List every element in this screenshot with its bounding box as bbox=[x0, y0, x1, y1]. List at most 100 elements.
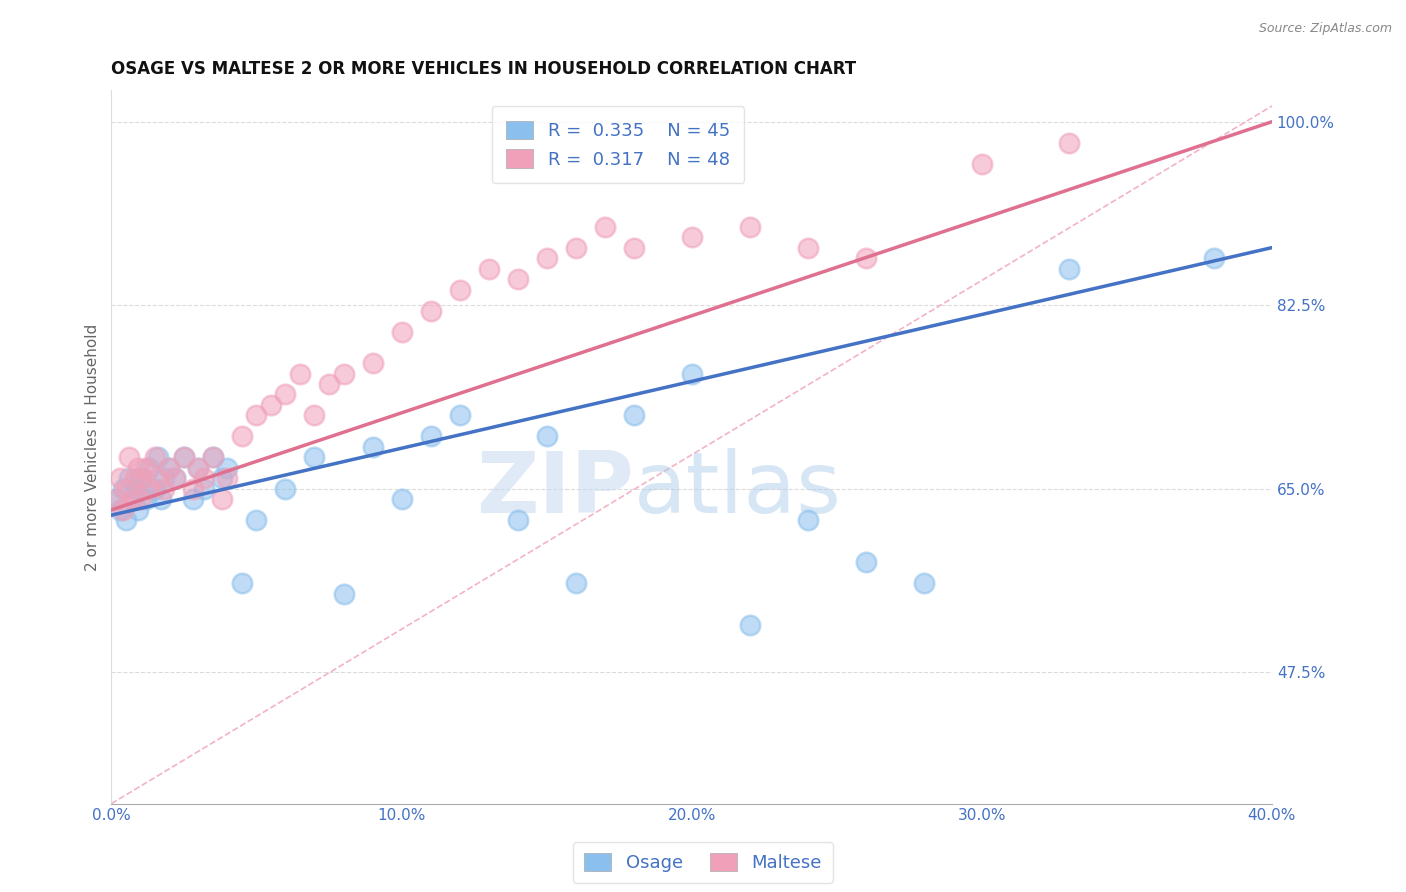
Point bbox=[173, 450, 195, 465]
Point bbox=[332, 367, 354, 381]
Point bbox=[796, 241, 818, 255]
Point bbox=[391, 492, 413, 507]
Point bbox=[152, 482, 174, 496]
Point bbox=[419, 303, 441, 318]
Point bbox=[1057, 136, 1080, 150]
Point bbox=[129, 492, 152, 507]
Point bbox=[146, 471, 169, 485]
Point bbox=[149, 492, 172, 507]
Point bbox=[135, 461, 157, 475]
Point bbox=[201, 450, 224, 465]
Point bbox=[274, 482, 297, 496]
Point bbox=[132, 482, 155, 496]
Point bbox=[449, 409, 471, 423]
Point bbox=[118, 450, 141, 465]
Point bbox=[623, 241, 645, 255]
Point bbox=[165, 471, 187, 485]
Point bbox=[115, 482, 138, 496]
Point bbox=[165, 471, 187, 485]
Point bbox=[419, 429, 441, 443]
Point bbox=[855, 555, 877, 569]
Point bbox=[231, 429, 253, 443]
Point bbox=[738, 219, 761, 234]
Point bbox=[138, 461, 160, 475]
Point bbox=[129, 471, 152, 485]
Point bbox=[796, 513, 818, 527]
Point bbox=[593, 219, 616, 234]
Point bbox=[536, 251, 558, 265]
Point bbox=[506, 272, 529, 286]
Point bbox=[124, 482, 146, 496]
Point bbox=[536, 429, 558, 443]
Point bbox=[132, 471, 155, 485]
Point bbox=[449, 283, 471, 297]
Point bbox=[105, 492, 128, 507]
Text: ZIP: ZIP bbox=[475, 449, 634, 532]
Point bbox=[127, 503, 149, 517]
Point bbox=[304, 409, 326, 423]
Point bbox=[217, 471, 239, 485]
Point bbox=[211, 471, 233, 485]
Point bbox=[187, 461, 209, 475]
Point bbox=[506, 513, 529, 527]
Text: Source: ZipAtlas.com: Source: ZipAtlas.com bbox=[1258, 22, 1392, 36]
Point bbox=[143, 450, 166, 465]
Point bbox=[361, 440, 384, 454]
Point bbox=[121, 492, 143, 507]
Point bbox=[304, 450, 326, 465]
Point bbox=[211, 492, 233, 507]
Point bbox=[231, 576, 253, 591]
Point bbox=[111, 482, 134, 496]
Point bbox=[111, 503, 134, 517]
Point bbox=[361, 356, 384, 370]
Point bbox=[127, 461, 149, 475]
Point bbox=[135, 492, 157, 507]
Point bbox=[623, 409, 645, 423]
Text: OSAGE VS MALTESE 2 OR MORE VEHICLES IN HOUSEHOLD CORRELATION CHART: OSAGE VS MALTESE 2 OR MORE VEHICLES IN H… bbox=[111, 60, 856, 78]
Point bbox=[108, 471, 131, 485]
Point bbox=[318, 376, 340, 391]
Point bbox=[152, 471, 174, 485]
Point bbox=[970, 157, 993, 171]
Text: atlas: atlas bbox=[634, 449, 842, 532]
Point bbox=[159, 461, 181, 475]
Point bbox=[193, 471, 215, 485]
Point bbox=[912, 576, 935, 591]
Point bbox=[564, 576, 586, 591]
Point bbox=[143, 482, 166, 496]
Point bbox=[564, 241, 586, 255]
Legend: R =  0.335    N = 45, R =  0.317    N = 48: R = 0.335 N = 45, R = 0.317 N = 48 bbox=[492, 106, 744, 183]
Point bbox=[738, 618, 761, 632]
Point bbox=[121, 492, 143, 507]
Point bbox=[274, 387, 297, 401]
Point bbox=[105, 492, 128, 507]
Point bbox=[245, 513, 267, 527]
Point bbox=[681, 367, 703, 381]
Point bbox=[124, 471, 146, 485]
Y-axis label: 2 or more Vehicles in Household: 2 or more Vehicles in Household bbox=[86, 323, 100, 571]
Point bbox=[332, 587, 354, 601]
Point bbox=[201, 450, 224, 465]
Point bbox=[173, 450, 195, 465]
Point bbox=[217, 461, 239, 475]
Point bbox=[108, 503, 131, 517]
Point bbox=[477, 261, 499, 276]
Point bbox=[146, 450, 169, 465]
Point bbox=[1202, 251, 1225, 265]
Legend: Osage, Maltese: Osage, Maltese bbox=[574, 842, 832, 883]
Point bbox=[855, 251, 877, 265]
Point bbox=[187, 461, 209, 475]
Point bbox=[245, 409, 267, 423]
Point bbox=[288, 367, 311, 381]
Point bbox=[193, 482, 215, 496]
Point bbox=[118, 471, 141, 485]
Point bbox=[1057, 261, 1080, 276]
Point bbox=[159, 461, 181, 475]
Point bbox=[681, 230, 703, 244]
Point bbox=[115, 513, 138, 527]
Point bbox=[181, 482, 204, 496]
Point bbox=[181, 492, 204, 507]
Point bbox=[138, 482, 160, 496]
Point bbox=[260, 398, 283, 412]
Point bbox=[391, 325, 413, 339]
